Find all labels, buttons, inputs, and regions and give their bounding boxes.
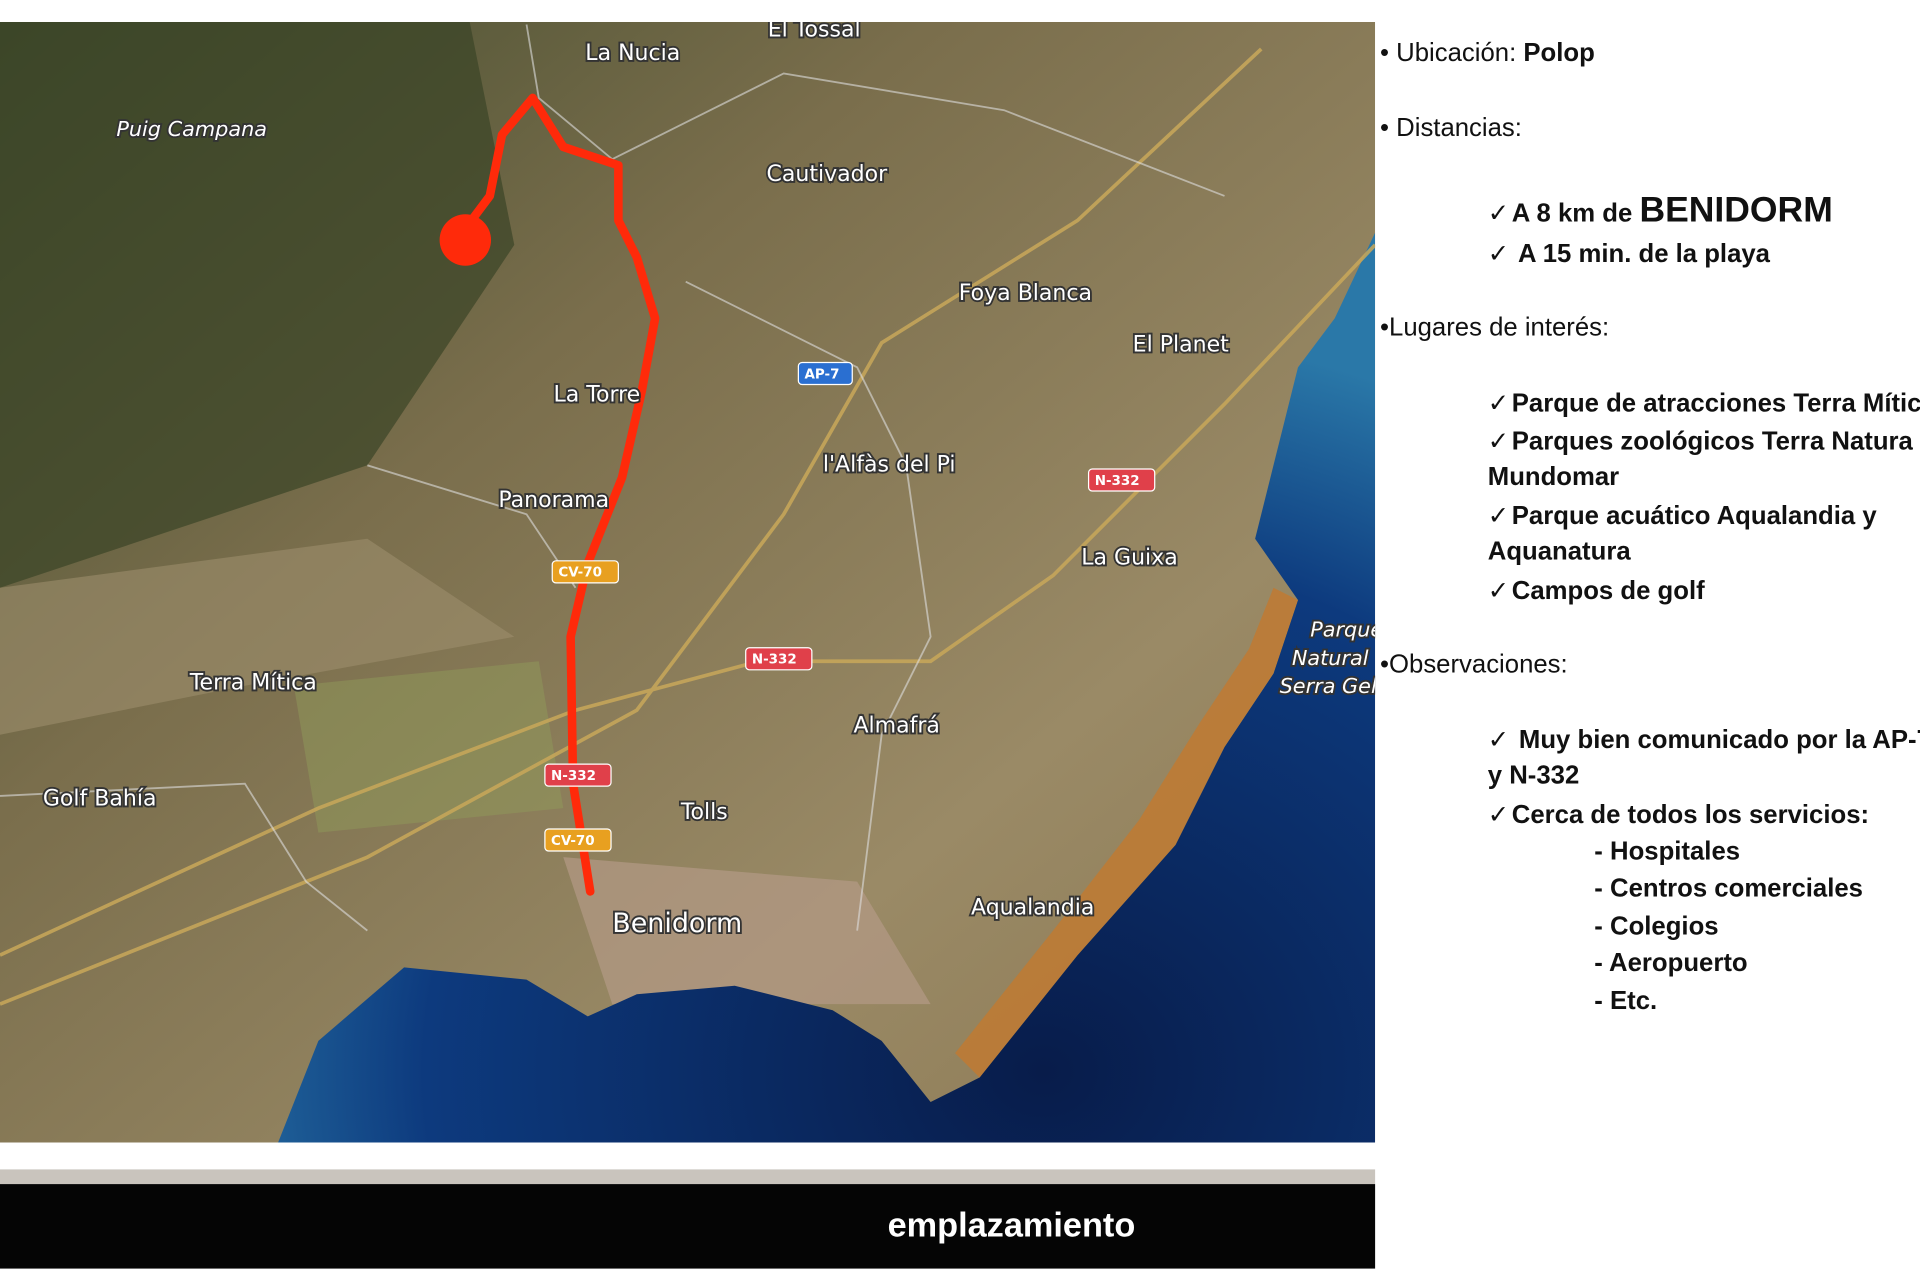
n332-shield: N-332 xyxy=(544,763,612,787)
check-icon: ✓ xyxy=(1487,800,1510,829)
footer-bar: emplazamiento xyxy=(0,1184,1376,1269)
n332-shield: N-332 xyxy=(745,647,813,671)
lugares-heading: •Lugares de interés: xyxy=(1380,313,1610,342)
location-marker xyxy=(439,214,492,266)
servicio-item: - Centros comerciales xyxy=(1594,874,1864,903)
observacion-text: Muy bien comunicado por la AP-7 xyxy=(1511,726,1920,755)
svg-text:CV-70: CV-70 xyxy=(551,834,595,849)
map-label: l'Alfàs del Pi xyxy=(823,452,956,477)
lugar-item: ✓ Parque de atracciones Terra Mítica xyxy=(1488,388,1920,419)
lugar-item-continued: Mundomar xyxy=(1487,462,1620,492)
map-label: Terra Mítica xyxy=(189,670,317,695)
map-label: Serra Gelada xyxy=(1280,674,1376,698)
svg-text:AP-7: AP-7 xyxy=(804,367,839,382)
lugar-text: Parque acuático Aqualandia y xyxy=(1511,502,1877,531)
map-label: Cautivador xyxy=(767,162,889,187)
ubicacion-line: • Ubicación: Polop xyxy=(1380,39,1595,68)
servicio-item: - Aeropuerto xyxy=(1594,948,1748,978)
lugar-text: Parques zoológicos Terra Natura y xyxy=(1511,427,1920,456)
satellite-map: El Tossal La Nucia Puig Campana Cautivad… xyxy=(0,22,1376,1143)
servicio-item: - Hospitales xyxy=(1594,837,1741,866)
n332-shield: N-332 xyxy=(1087,468,1156,492)
map-label: Almafrá xyxy=(853,713,939,738)
footer-label: emplazamiento xyxy=(887,1206,1136,1245)
map-label: Natural xyxy=(1292,646,1369,670)
map-label: Panorama xyxy=(498,488,609,513)
observacion-text: Cerca de todos los servicios: xyxy=(1511,800,1870,829)
observacion-item-continued: y N-332 xyxy=(1487,761,1580,790)
svg-text:N-332: N-332 xyxy=(1095,474,1140,489)
map-label: Puig Campana xyxy=(116,117,267,141)
check-icon: ✓ xyxy=(1487,576,1510,605)
svg-text:N-332: N-332 xyxy=(752,653,797,668)
check-icon: ✓ xyxy=(1487,199,1510,228)
lugar-text: Parque de atracciones Terra Mítica xyxy=(1511,389,1920,418)
map-label: El Tossal xyxy=(768,22,861,43)
svg-text:CV-70: CV-70 xyxy=(558,566,602,581)
cv70-shield: CV-70 xyxy=(551,560,619,584)
observacion-item: ✓ Muy bien comunicado por la AP-7 xyxy=(1488,725,1920,756)
check-icon: ✓ xyxy=(1487,726,1510,755)
lugar-item: ✓ Parque acuático Aqualandia y xyxy=(1488,501,1877,532)
lugar-item: ✓ Parques zoológicos Terra Natura y xyxy=(1488,426,1920,457)
observacion-item: ✓ Cerca de todos los servicios: xyxy=(1488,800,1869,831)
lugar-item: ✓ Campos de golf xyxy=(1488,576,1705,607)
servicio-item: - Etc. xyxy=(1594,986,1658,1016)
distance-item: ✓ A 15 min. de la playa xyxy=(1488,239,1770,270)
map-label: Aqualandia xyxy=(971,896,1094,921)
map-label: La Torre xyxy=(553,383,640,408)
distancias-heading: • Distancias: xyxy=(1380,113,1522,143)
distance-item: ✓ A 8 km de BENIDORM xyxy=(1488,191,1833,231)
map-label: Parque xyxy=(1310,618,1375,642)
map-label: Tolls xyxy=(680,800,728,825)
map-label: El Planet xyxy=(1133,332,1229,357)
map-label: La Guixa xyxy=(1081,545,1177,570)
check-icon: ✓ xyxy=(1487,427,1510,456)
map-label: Benidorm xyxy=(612,908,742,939)
observaciones-heading: •Observaciones: xyxy=(1380,650,1568,679)
check-icon: ✓ xyxy=(1487,502,1510,531)
lugar-item-continued: Aquanatura xyxy=(1487,537,1631,566)
svg-text:N-332: N-332 xyxy=(551,769,596,784)
sea xyxy=(278,232,1376,1143)
route-line xyxy=(467,93,660,896)
servicio-item: - Colegios xyxy=(1594,912,1719,941)
map-label: La Nucia xyxy=(585,41,680,66)
check-icon: ✓ xyxy=(1487,389,1510,418)
ubicacion-label: • Ubicación: xyxy=(1380,39,1524,68)
ubicacion-value: Polop xyxy=(1523,39,1595,68)
check-icon: ✓ xyxy=(1487,240,1510,269)
benidorm-emphasis: BENIDORM xyxy=(1639,191,1833,231)
map-label: Golf Bahía xyxy=(43,787,157,812)
map-label: Foya Blanca xyxy=(959,281,1092,306)
divider-bar xyxy=(0,1169,1376,1185)
lugar-text: Campos de golf xyxy=(1511,576,1705,605)
distance-text: A 15 min. de la playa xyxy=(1511,240,1770,269)
cv70-shield: CV-70 xyxy=(544,828,612,852)
ap7-shield: AP-7 xyxy=(797,361,853,386)
distance-text: A 8 km de xyxy=(1511,199,1640,228)
